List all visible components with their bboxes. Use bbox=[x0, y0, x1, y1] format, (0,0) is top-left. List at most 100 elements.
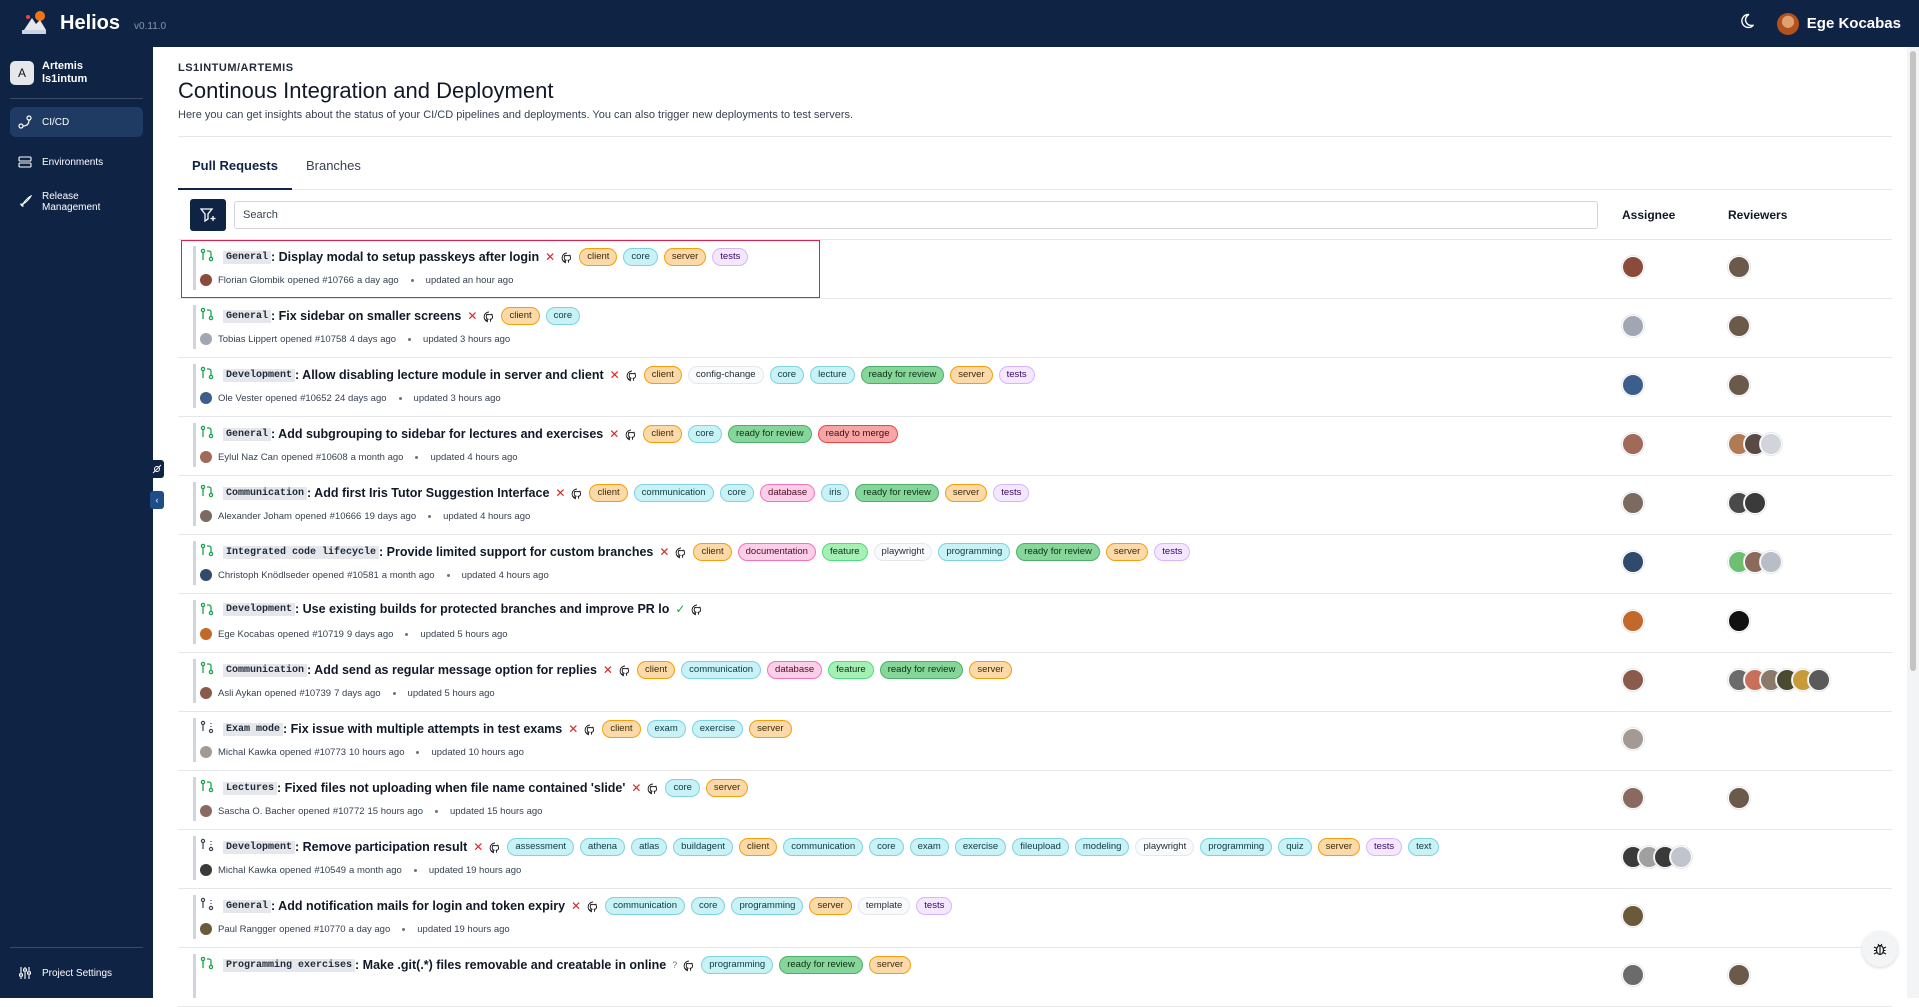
pull-request-row[interactable]: General: Fix sidebar on smaller screens ✕… bbox=[178, 299, 1892, 358]
github-icon[interactable] bbox=[683, 959, 695, 972]
reviewer-avatar[interactable] bbox=[1760, 551, 1782, 573]
row-indicator bbox=[193, 954, 196, 998]
assignee-avatar[interactable] bbox=[1622, 551, 1644, 573]
reviewer-avatar[interactable] bbox=[1744, 492, 1766, 514]
assignee-avatar[interactable] bbox=[1670, 846, 1692, 868]
scrollbar[interactable] bbox=[1907, 47, 1919, 998]
pull-request-title[interactable]: : Display modal to setup passkeys after … bbox=[271, 250, 540, 264]
pull-request-row[interactable]: Integrated code lifecycle: Provide limit… bbox=[178, 535, 1892, 594]
search-input[interactable] bbox=[234, 200, 1598, 229]
github-icon[interactable] bbox=[626, 369, 638, 382]
pipeline-success-icon[interactable]: ✓ bbox=[675, 602, 686, 616]
pipeline-failed-icon[interactable]: ✕ bbox=[609, 427, 620, 441]
github-icon[interactable] bbox=[675, 546, 687, 559]
github-icon[interactable] bbox=[584, 723, 596, 736]
pull-request-row[interactable]: Lectures: Fixed files not uploading when… bbox=[178, 771, 1892, 830]
user-menu[interactable]: Ege Kocabas bbox=[1776, 12, 1901, 35]
separator-dot bbox=[402, 927, 406, 931]
reviewer-avatar[interactable] bbox=[1728, 374, 1750, 396]
pipeline-failed-icon[interactable]: ✕ bbox=[602, 663, 613, 677]
pipeline-failed-icon[interactable]: ✕ bbox=[659, 545, 670, 559]
pipeline-failed-icon[interactable]: ✕ bbox=[555, 486, 566, 500]
assignee-avatar[interactable] bbox=[1622, 433, 1644, 455]
assignee-avatar[interactable] bbox=[1622, 905, 1644, 927]
pull-request-title[interactable]: : Fix issue with multiple attempts in te… bbox=[283, 722, 563, 736]
github-icon[interactable] bbox=[489, 841, 501, 854]
pull-request-row[interactable]: Exam mode: Fix issue with multiple attem… bbox=[178, 712, 1892, 771]
pull-request-row[interactable]: General: Add subgrouping to sidebar for … bbox=[178, 417, 1892, 476]
scope-label: Communication bbox=[223, 663, 308, 677]
github-icon[interactable] bbox=[691, 603, 703, 616]
pull-request-title[interactable]: : Fixed files not uploading when file na… bbox=[277, 781, 626, 795]
assignee-avatar[interactable] bbox=[1622, 492, 1644, 514]
pull-request-title[interactable]: : Fix sidebar on smaller screens bbox=[271, 309, 462, 323]
reviewer-avatar[interactable] bbox=[1760, 433, 1782, 455]
dark-mode-toggle-icon[interactable] bbox=[1739, 13, 1755, 34]
pull-request-title[interactable]: : Remove participation result bbox=[295, 840, 468, 854]
hide-sidebar-icon[interactable] bbox=[150, 460, 164, 478]
collapse-sidebar-button[interactable]: ‹ bbox=[150, 491, 164, 509]
assignee-avatars bbox=[1622, 610, 1644, 632]
pull-request-title[interactable]: : Add first Iris Tutor Suggestion Interf… bbox=[307, 486, 550, 500]
report-bug-button[interactable] bbox=[1862, 931, 1898, 967]
pull-request-row[interactable]: Development: Remove participation result… bbox=[178, 830, 1892, 889]
reviewer-avatar[interactable] bbox=[1808, 669, 1830, 691]
pull-request-row[interactable]: Programming exercises: Make .git(.*) fil… bbox=[178, 948, 1892, 1007]
pull-request-row[interactable]: General: Display modal to setup passkeys… bbox=[178, 240, 1892, 299]
assignee-avatar[interactable] bbox=[1622, 964, 1644, 986]
assignee-avatar[interactable] bbox=[1622, 256, 1644, 278]
label-badge: modeling bbox=[1074, 838, 1130, 856]
pull-request-title[interactable]: : Make .git(.*) files removable and crea… bbox=[355, 958, 667, 972]
reviewer-avatar[interactable] bbox=[1728, 256, 1750, 278]
pipeline-failed-icon[interactable]: ✕ bbox=[609, 368, 620, 382]
github-icon[interactable] bbox=[587, 900, 599, 913]
pull-request-row[interactable]: Development: Allow disabling lecture mod… bbox=[178, 358, 1892, 417]
reviewer-avatar[interactable] bbox=[1728, 787, 1750, 809]
project-selector[interactable]: A Artemis ls1intum bbox=[10, 47, 143, 99]
pull-request-title[interactable]: : Provide limited support for custom bra… bbox=[379, 545, 654, 559]
pipeline-failed-icon[interactable]: ✕ bbox=[631, 781, 642, 795]
reviewer-avatar[interactable] bbox=[1728, 610, 1750, 632]
pull-request-row[interactable]: Development: Use existing builds for pro… bbox=[178, 594, 1892, 653]
github-icon[interactable] bbox=[619, 664, 631, 677]
assignee-avatar[interactable] bbox=[1622, 610, 1644, 632]
tab-pull-requests[interactable]: Pull Requests bbox=[178, 157, 292, 190]
pull-request-row[interactable]: General: Add notification mails for logi… bbox=[178, 889, 1892, 948]
assignee-avatar[interactable] bbox=[1622, 787, 1644, 809]
pull-request-title[interactable]: : Add send as regular message option for… bbox=[307, 663, 597, 677]
pipeline-failed-icon[interactable]: ✕ bbox=[571, 899, 582, 913]
sidebar-item-release-management[interactable]: Release Management bbox=[10, 187, 143, 217]
author-avatar bbox=[200, 333, 212, 345]
pull-request-row[interactable]: Communication: Add first Iris Tutor Sugg… bbox=[178, 476, 1892, 535]
reviewer-avatar[interactable] bbox=[1728, 315, 1750, 337]
label-badge: quiz bbox=[1278, 838, 1312, 856]
pipeline-failed-icon[interactable]: ✕ bbox=[545, 250, 556, 264]
github-icon[interactable] bbox=[647, 782, 659, 795]
assignee-avatar[interactable] bbox=[1622, 669, 1644, 691]
github-icon[interactable] bbox=[625, 428, 637, 441]
pull-request-title[interactable]: : Allow disabling lecture module in serv… bbox=[295, 368, 604, 382]
filter-button[interactable] bbox=[190, 198, 226, 231]
app-logo[interactable]: Helios v0.11.0 bbox=[18, 8, 166, 40]
sidebar-item-environments[interactable]: Environments bbox=[10, 147, 143, 177]
github-icon[interactable] bbox=[571, 487, 583, 500]
reviewer-avatar[interactable] bbox=[1728, 964, 1750, 986]
pull-request-title[interactable]: : Add subgrouping to sidebar for lecture… bbox=[271, 427, 604, 441]
sidebar-item-project-settings[interactable]: Project Settings bbox=[10, 958, 143, 988]
pipeline-failed-icon[interactable]: ✕ bbox=[568, 722, 579, 736]
github-icon[interactable] bbox=[561, 251, 573, 264]
pull-request-icon bbox=[200, 425, 214, 439]
separator-dot bbox=[434, 809, 438, 813]
assignee-avatar[interactable] bbox=[1622, 374, 1644, 396]
tab-branches[interactable]: Branches bbox=[305, 158, 361, 173]
assignee-avatar[interactable] bbox=[1622, 728, 1644, 750]
pipeline-failed-icon[interactable]: ✕ bbox=[467, 309, 478, 323]
pull-request-title[interactable]: : Add notification mails for login and t… bbox=[271, 899, 566, 913]
pull-request-row[interactable]: Communication: Add send as regular messa… bbox=[178, 653, 1892, 712]
github-icon[interactable] bbox=[483, 310, 495, 323]
pull-request-title[interactable]: : Use existing builds for protected bran… bbox=[295, 602, 670, 616]
pipeline-unknown-icon[interactable]: ? bbox=[672, 960, 678, 970]
assignee-avatar[interactable] bbox=[1622, 315, 1644, 337]
sidebar-item-cicd[interactable]: CI/CD bbox=[10, 107, 143, 137]
pipeline-failed-icon[interactable]: ✕ bbox=[473, 840, 484, 854]
